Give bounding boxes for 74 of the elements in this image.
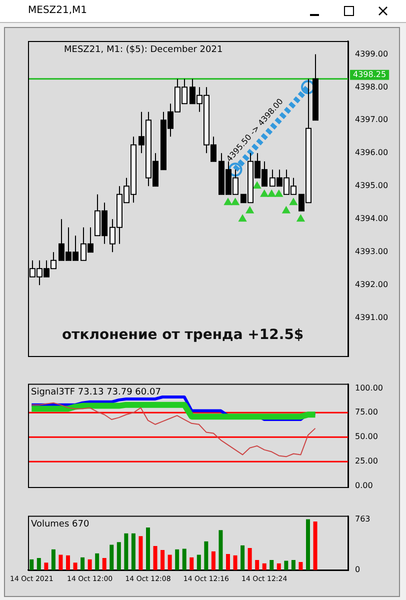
bar xyxy=(168,554,172,570)
bar xyxy=(240,545,245,570)
bar xyxy=(262,563,266,570)
bar xyxy=(291,560,296,570)
bar xyxy=(248,548,252,570)
bar xyxy=(196,554,201,570)
y-tick-label: 4398.00 xyxy=(355,82,388,92)
bar xyxy=(182,548,186,570)
bar xyxy=(95,553,100,570)
bar xyxy=(36,558,41,570)
bar xyxy=(204,541,208,570)
point xyxy=(253,182,262,189)
bar xyxy=(44,562,48,570)
y-tick-label: 0 xyxy=(355,565,360,574)
bar xyxy=(66,555,70,570)
y-tick-label: 4392.00 xyxy=(355,280,388,290)
text: Volumes 670 xyxy=(31,520,90,530)
y-tick-label: 4393.00 xyxy=(355,247,388,256)
y-tick-label: 4391.00 xyxy=(355,313,388,322)
bar xyxy=(80,557,85,570)
y-tick-label: 4395.00 xyxy=(355,181,388,190)
chart-title: Signal3TF 73.13 73.79 60.07 xyxy=(31,388,161,398)
y-tick-label: 100.00 xyxy=(355,383,383,392)
bar xyxy=(138,536,143,570)
y-tick-label: 0.00 xyxy=(355,481,373,490)
bar xyxy=(255,560,260,570)
bar xyxy=(276,563,281,570)
bar xyxy=(298,562,303,570)
bar xyxy=(160,550,165,570)
text: MESZ21, M1: ($5): December 2021 xyxy=(64,44,223,55)
bar xyxy=(116,542,121,570)
annotation: отклонение от тренда +12.5$ xyxy=(62,327,304,343)
bar xyxy=(218,530,223,570)
bar xyxy=(146,527,150,570)
bar xyxy=(306,519,310,570)
point xyxy=(228,162,242,177)
y-tick-label: 75.00 xyxy=(355,408,378,417)
point xyxy=(289,198,298,206)
point xyxy=(231,198,240,206)
chart-title: MESZ21,M1 xyxy=(28,5,88,16)
y-tick-label: 4394.00 xyxy=(355,214,388,224)
bar xyxy=(190,557,194,570)
bar xyxy=(110,544,114,570)
point xyxy=(238,214,247,222)
bar xyxy=(284,560,288,570)
point xyxy=(246,206,254,214)
bar xyxy=(211,551,216,570)
bar xyxy=(102,558,106,570)
bar xyxy=(233,555,238,570)
bar xyxy=(30,559,34,570)
y-tick-label: 50.00 xyxy=(355,432,378,442)
point xyxy=(274,190,283,197)
bar xyxy=(51,549,56,570)
bar xyxy=(270,560,274,570)
point xyxy=(282,206,290,214)
y-tick-label: 4397.00 xyxy=(355,115,388,124)
bar xyxy=(153,546,158,570)
point xyxy=(296,214,305,222)
bar xyxy=(131,533,136,570)
bar xyxy=(226,554,230,570)
ref-line-label: 4398.25 xyxy=(353,70,386,80)
bar xyxy=(124,533,128,570)
bar xyxy=(313,521,318,570)
bar xyxy=(175,549,180,570)
point xyxy=(260,190,268,197)
bar xyxy=(73,562,78,570)
point xyxy=(224,198,232,206)
y-tick-label: 763 xyxy=(355,514,370,524)
y-tick-label: 4399.00 xyxy=(355,49,388,58)
y-tick-label: 25.00 xyxy=(355,456,378,466)
y-tick-label: 4396.00 xyxy=(355,148,388,158)
bar xyxy=(58,554,63,570)
point xyxy=(268,190,276,197)
bar xyxy=(88,559,92,570)
